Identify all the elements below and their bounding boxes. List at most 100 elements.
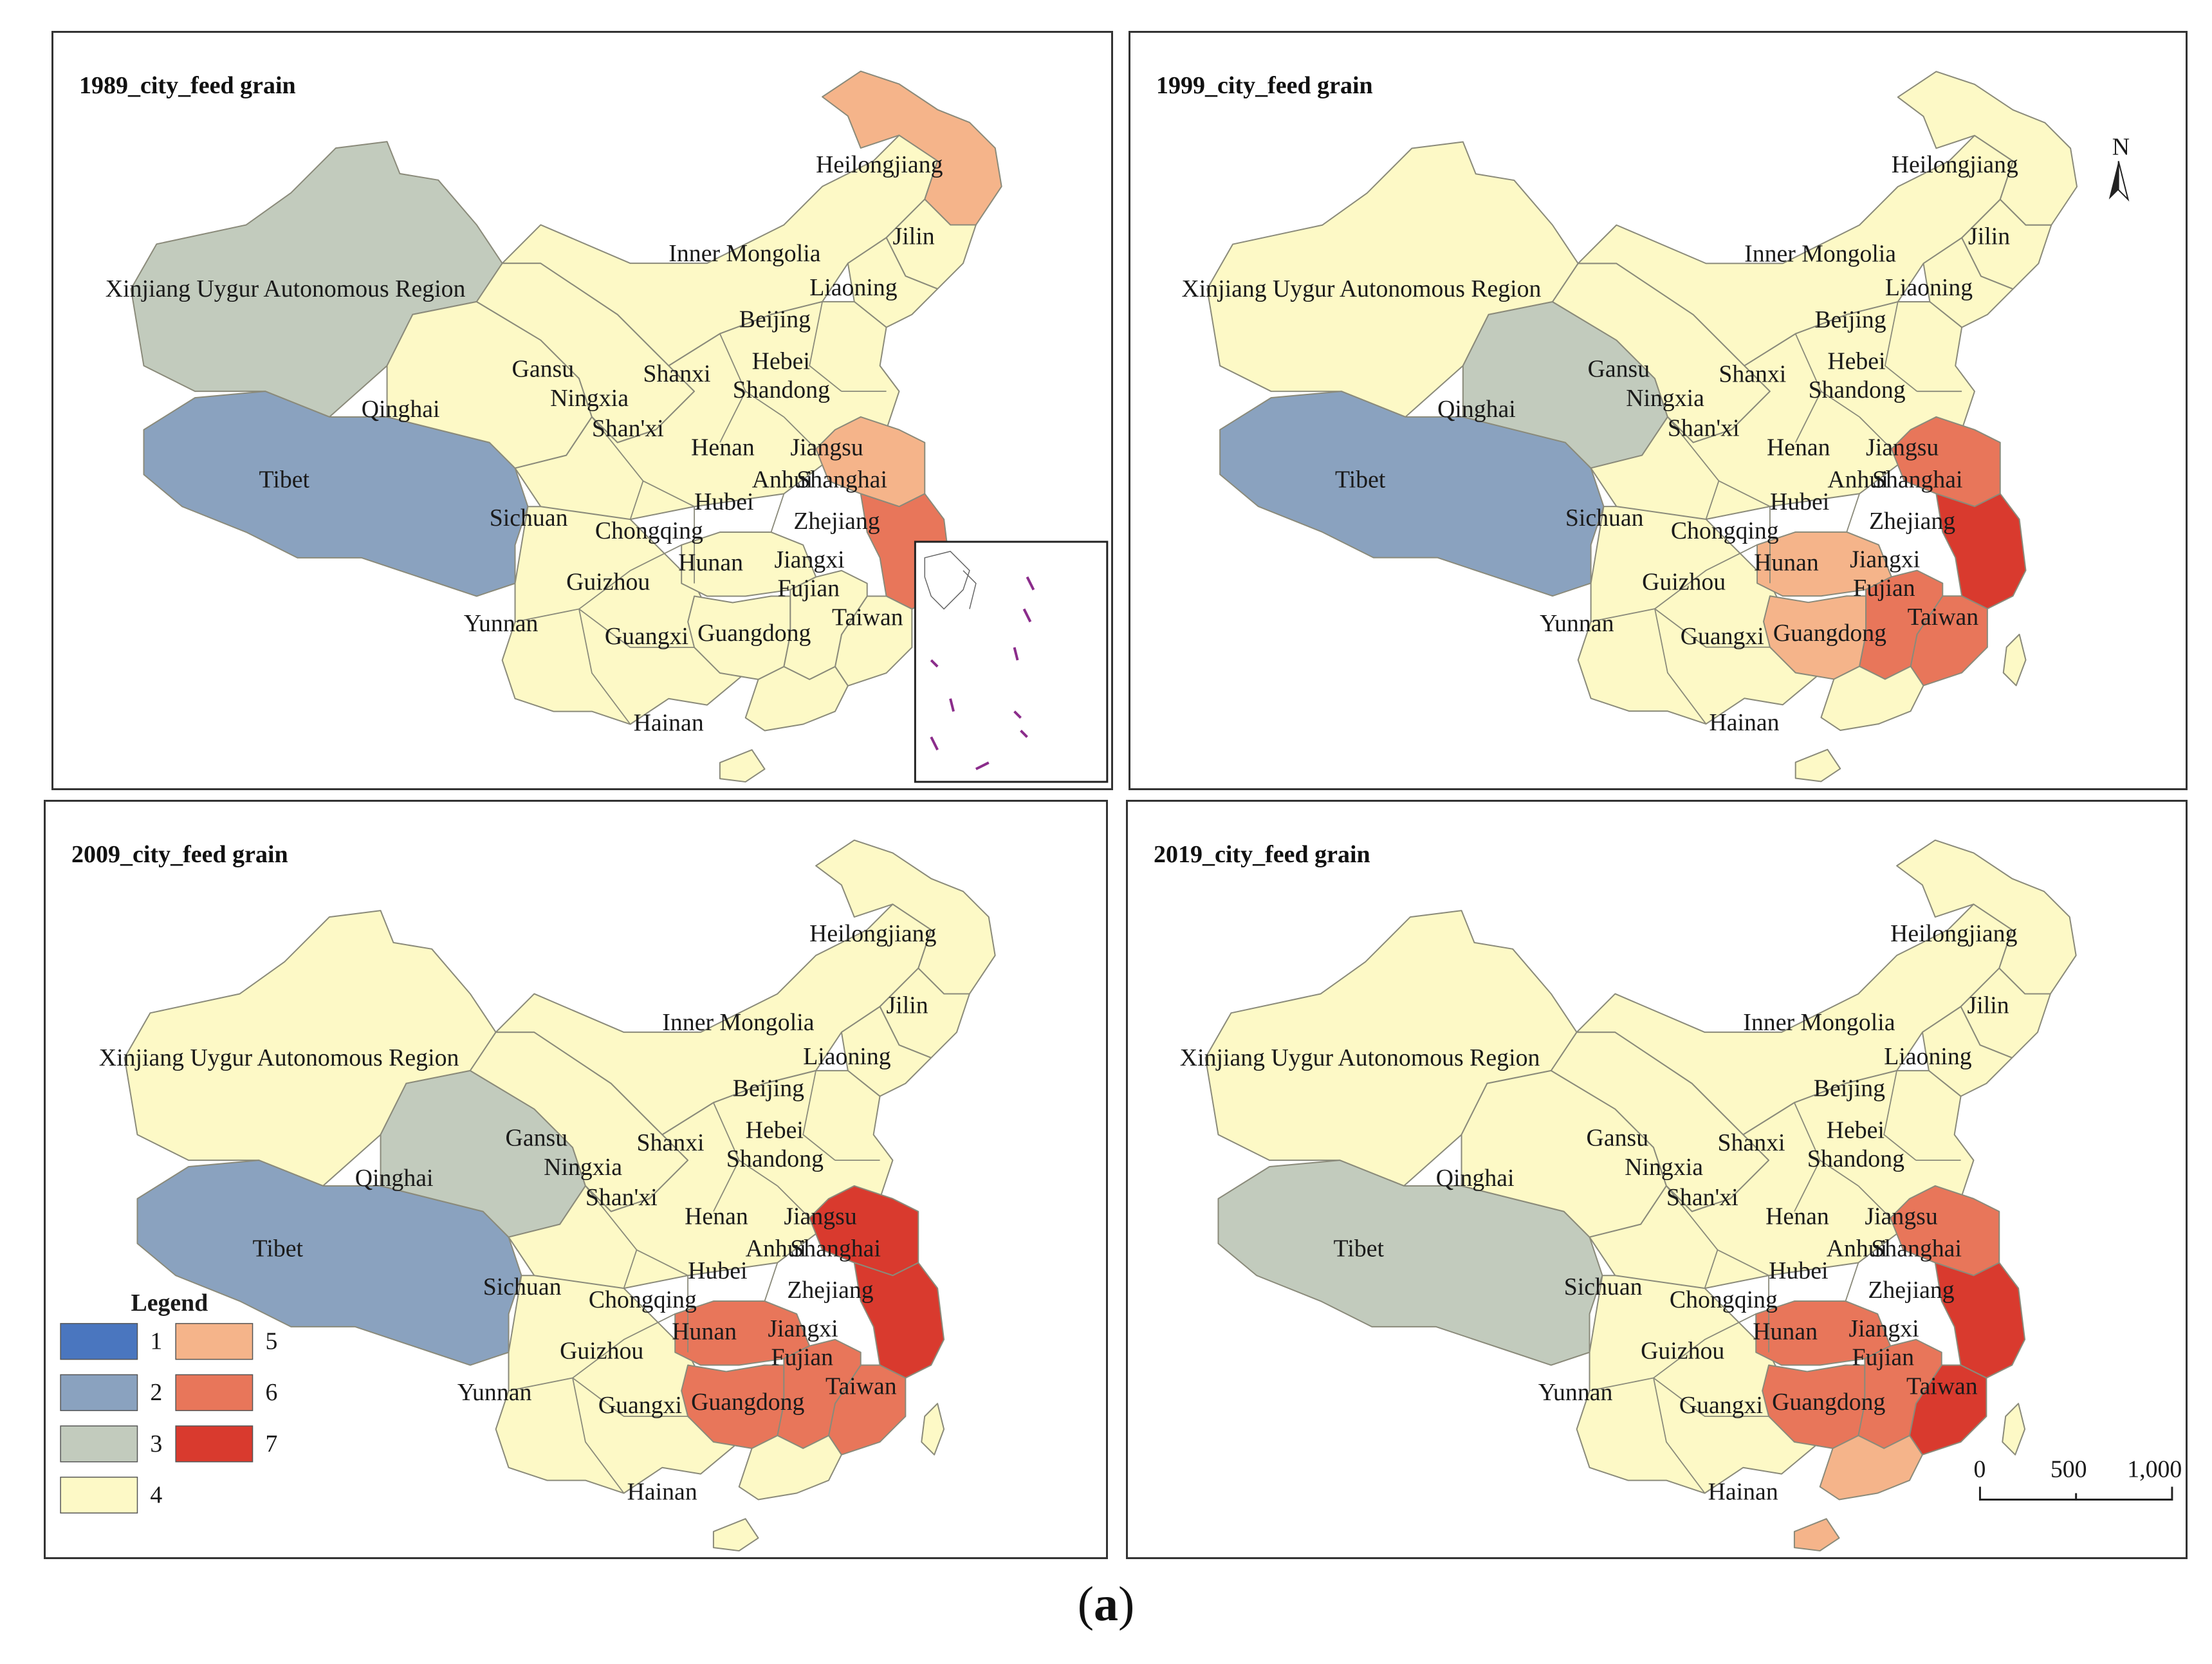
- province-layer: [1206, 71, 2078, 782]
- north-arrow-label: N: [2112, 133, 2130, 160]
- province-hainan: [1794, 748, 1841, 782]
- province-border: [713, 1160, 740, 1212]
- label-henan: Henan: [1765, 1203, 1829, 1230]
- province-border: [770, 494, 785, 533]
- label-ningxia: Ningxia: [544, 1154, 622, 1181]
- label-gansu: Gansu: [1588, 355, 1650, 382]
- label-shanxi: Shanxi: [637, 1129, 705, 1156]
- label-zhejiang: Zhejiang: [787, 1277, 873, 1304]
- label-liaoning: Liaoning: [803, 1043, 891, 1070]
- label-guangxi: Guangxi: [598, 1392, 682, 1419]
- label-shanxi2: Shan'xi: [1666, 1184, 1738, 1211]
- province-hainan: [719, 749, 766, 783]
- legend-label: 6: [265, 1379, 277, 1406]
- province-border: [1654, 544, 1758, 609]
- label-taiwan: Taiwan: [1908, 604, 1979, 631]
- label-ningxia: Ningxia: [1625, 1154, 1703, 1181]
- province-border: [1859, 416, 1892, 450]
- panel-title: 2019_city_feed grain: [1154, 841, 1370, 868]
- province-jiangxi: [1857, 1338, 1942, 1449]
- label-hubei: Hubei: [688, 1257, 747, 1284]
- label-hunan: Hunan: [1753, 1318, 1818, 1345]
- province-border: [777, 1185, 810, 1219]
- legend-label: 1: [150, 1328, 162, 1355]
- label-guangdong: Guangdong: [697, 620, 811, 647]
- label-taiwan: Taiwan: [825, 1373, 897, 1400]
- china-map: Xinjiang Uygur Autonomous Region Tibet Qin…: [1182, 71, 2130, 782]
- label-taiwan: Taiwan: [1906, 1373, 1978, 1400]
- province-border: [572, 1313, 676, 1379]
- province-border: [1717, 1249, 1769, 1277]
- label-henan: Henan: [685, 1203, 748, 1230]
- label-heilongjiang: Heilongjiang: [1892, 151, 2018, 178]
- legend-swatch: [60, 1476, 138, 1514]
- legend-title: Legend: [131, 1290, 208, 1317]
- label-qinghai: Qinghai: [355, 1165, 434, 1192]
- label-shanxi: Shanxi: [1719, 360, 1786, 387]
- province-border: [1654, 608, 1707, 725]
- panel-title: 1989_city_feed grain: [79, 72, 296, 99]
- province-xinjiang: [1204, 910, 1578, 1187]
- label-chongqing: Chongqing: [595, 517, 703, 544]
- province-central: [495, 1069, 894, 1494]
- province-border: [802, 1070, 836, 1161]
- label-shandong: Shandong: [1807, 1145, 1904, 1172]
- province-border: [508, 1377, 688, 1418]
- province-taiwan: [2002, 633, 2027, 687]
- province-border: [578, 609, 631, 725]
- province-zhejiang: [853, 1262, 945, 1379]
- label-guizhou: Guizhou: [560, 1338, 643, 1365]
- label-shanghai: Shanghai: [797, 466, 887, 493]
- province-guangdong: [1820, 665, 1924, 731]
- province-border: [764, 1262, 779, 1302]
- province-border: [809, 301, 842, 392]
- label-jilin: Jilin: [1968, 992, 2009, 1019]
- province-jiangsu: [809, 1185, 919, 1277]
- label-yunnan: Yunnan: [1540, 610, 1614, 637]
- legend-swatch: [60, 1374, 138, 1411]
- label-guizhou: Guizhou: [1642, 568, 1726, 595]
- scale-bar-tick: 0: [1973, 1456, 1986, 1483]
- province-central: [1577, 301, 1975, 725]
- province-central: [1576, 1069, 1975, 1494]
- label-qinghai: Qinghai: [1436, 1165, 1515, 1192]
- label-liaoning: Liaoning: [1885, 274, 1973, 301]
- label-yunnan: Yunnan: [464, 610, 539, 637]
- province-guangdong: [744, 665, 849, 732]
- label-hebei: Hebei: [746, 1116, 804, 1143]
- label-shanghai: Shanghai: [790, 1235, 881, 1262]
- province-border: [1884, 301, 1918, 392]
- province-jiangxi: [783, 569, 868, 680]
- province-border: [1590, 608, 1770, 648]
- label-henan: Henan: [691, 434, 755, 461]
- label-zhejiang: Zhejiang: [1868, 1277, 1954, 1304]
- map-panel-1989: 1989_city_feed grain Xinjiang Uygur Auto…: [51, 31, 1113, 790]
- province-xinjiang: [130, 141, 503, 418]
- label-hubei: Hubei: [1770, 488, 1829, 515]
- province-border: [1845, 1262, 1859, 1302]
- province-border: [1883, 1070, 1917, 1161]
- label-zhejiang: Zhejiang: [1869, 508, 1955, 535]
- label-jiangxi: Jiangxi: [1850, 546, 1920, 573]
- label-hebei: Hebei: [752, 347, 810, 374]
- province-jiangsu: [1890, 1185, 2000, 1277]
- label-fujian: Fujian: [771, 1344, 833, 1371]
- label-shanghai: Shanghai: [1872, 466, 1963, 493]
- province-jiangsu: [815, 416, 926, 508]
- label-anhui: Anhui: [746, 1235, 806, 1262]
- label-zhejiang: Zhejiang: [793, 508, 880, 535]
- map-panel-2019: 2019_city_feed grain Xinjiang Uygur Auto…: [1126, 800, 2188, 1559]
- label-guangxi: Guangxi: [1681, 623, 1764, 650]
- province-border: [1666, 1185, 1719, 1289]
- label-beijing: Beijing: [1815, 306, 1886, 333]
- map-panel-1999: 1999_city_feed grain Xinjiang Uygur Auto…: [1129, 31, 2188, 790]
- province-layer: [130, 70, 1002, 783]
- label-anhui: Anhui: [1827, 1235, 1887, 1262]
- label-fujian: Fujian: [1853, 575, 1915, 602]
- label-jilin: Jilin: [1968, 223, 2010, 250]
- label-hainan: Hainan: [634, 709, 704, 736]
- label-sichuan: Sichuan: [483, 1273, 562, 1300]
- province-taiwan: [921, 1403, 945, 1456]
- label-sichuan: Sichuan: [1564, 1273, 1643, 1300]
- label-hubei: Hubei: [1769, 1257, 1828, 1284]
